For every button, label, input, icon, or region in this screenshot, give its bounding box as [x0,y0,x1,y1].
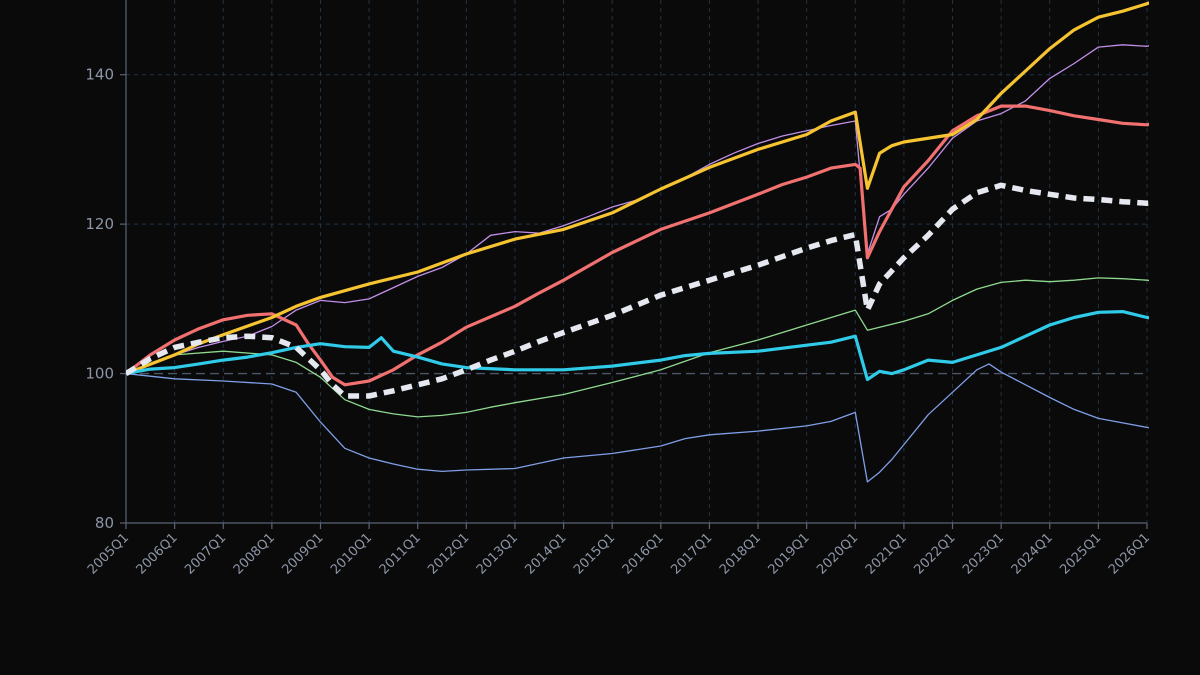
axes [120,0,1148,529]
y-tick-label-1: 100 [85,365,114,383]
series-line-s_cyan [126,310,1149,382]
series-line-s_red [126,104,1149,387]
series-line-s_blue [126,363,1149,483]
series-lines [126,1,1149,483]
y-tick-label-2: 120 [85,215,114,233]
series-line-s_yellow [126,1,1149,376]
series-line-s_green [126,277,1149,418]
series-line-s_dashed [126,182,1149,399]
y-tick-label-3: 140 [85,66,114,84]
y-tick-label-0: 80 [95,514,114,532]
